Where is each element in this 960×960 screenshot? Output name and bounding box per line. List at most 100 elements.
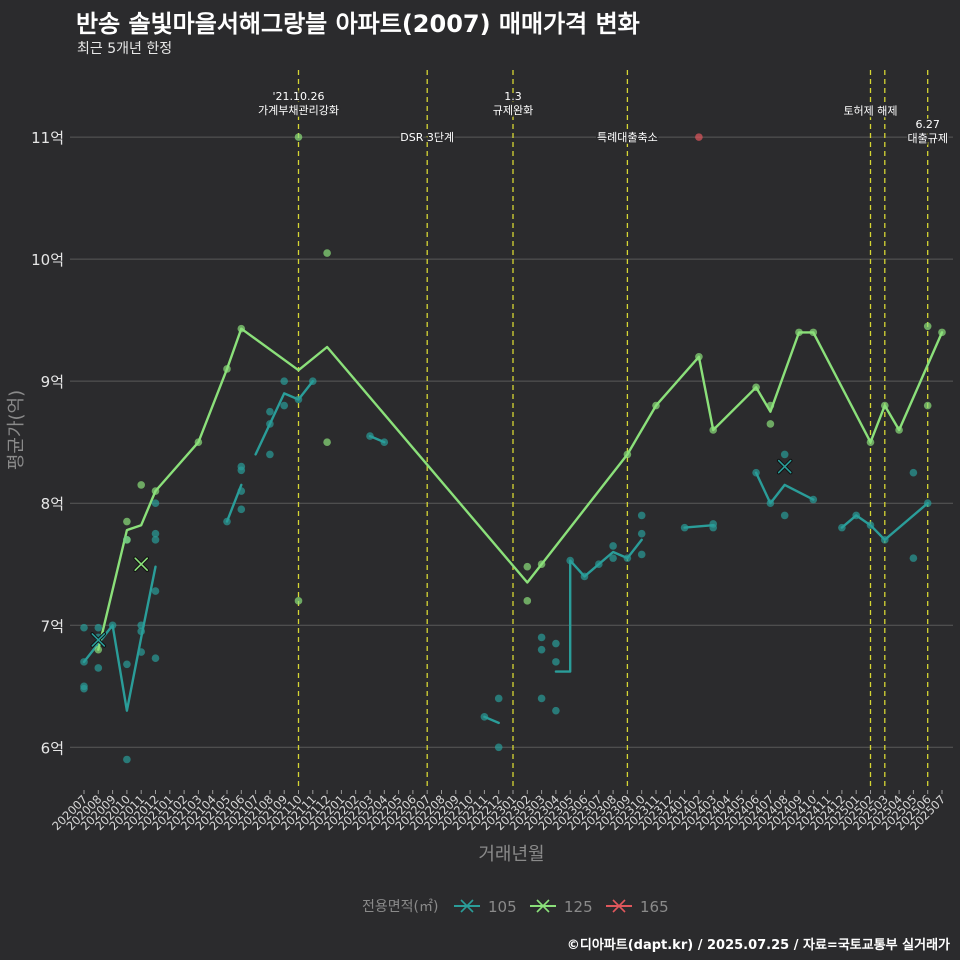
data-point-105 xyxy=(637,550,646,559)
data-point-105 xyxy=(94,623,103,632)
data-point-105 xyxy=(566,556,574,565)
y-axis-title: 평균가(억) xyxy=(6,390,27,470)
chart-subtitle: 최근 5개년 한정 xyxy=(77,41,173,57)
y-tick-label: 6억 xyxy=(41,739,64,757)
data-point-105 xyxy=(866,521,875,529)
policy-label-line: 1.3 xyxy=(504,90,522,103)
mean-marker-105 xyxy=(777,459,792,474)
data-point-125 xyxy=(652,401,660,410)
data-point-125 xyxy=(866,438,875,447)
policy-label-line: 규제완화 xyxy=(493,104,533,117)
data-point-125 xyxy=(223,365,231,373)
data-point-125 xyxy=(151,487,160,495)
data-point-105 xyxy=(909,554,918,562)
data-point-105 xyxy=(280,377,289,385)
data-point-105 xyxy=(266,407,274,416)
data-point-105 xyxy=(609,554,617,562)
data-point-105 xyxy=(637,511,646,520)
legend-swatch-cross xyxy=(536,899,550,913)
data-point-105 xyxy=(94,664,103,672)
data-point-105 xyxy=(480,712,489,721)
data-point-105 xyxy=(294,395,303,404)
policy-label-line: 6.27 xyxy=(915,118,940,131)
series-line-105 xyxy=(254,380,314,456)
data-point-105 xyxy=(494,694,503,703)
data-point-105 xyxy=(552,706,560,715)
data-point-125 xyxy=(766,420,775,428)
data-point-105 xyxy=(680,523,689,532)
data-point-105 xyxy=(237,505,246,514)
data-point-105 xyxy=(137,621,145,630)
data-point-125 xyxy=(123,536,131,544)
data-point-105 xyxy=(266,420,274,428)
data-point-125 xyxy=(938,328,946,337)
data-point-105 xyxy=(123,755,131,764)
y-tick-label: 9억 xyxy=(41,373,64,391)
mean-marker-105 xyxy=(91,633,106,647)
data-point-125 xyxy=(294,133,303,141)
data-point-105 xyxy=(151,499,160,508)
data-point-105 xyxy=(609,542,617,550)
data-point-125 xyxy=(123,517,131,526)
data-point-105 xyxy=(151,536,160,544)
data-point-105 xyxy=(595,560,603,569)
data-point-125 xyxy=(881,401,889,410)
data-point-165 xyxy=(695,133,703,141)
policy-label-line: 특례대출축소 xyxy=(597,131,658,144)
data-point-125 xyxy=(194,438,203,447)
mean-marker-125 xyxy=(134,557,148,572)
legend-label: 105 xyxy=(488,898,517,916)
data-point-125 xyxy=(294,597,303,605)
data-point-105 xyxy=(380,438,389,447)
policy-label-line: 가계부채관리강화 xyxy=(258,104,339,117)
legend-item-105: 105 xyxy=(454,898,517,916)
legend-item-125: 125 xyxy=(530,898,593,916)
data-point-105 xyxy=(494,743,503,752)
data-point-105 xyxy=(709,520,717,528)
data-point-125 xyxy=(137,481,145,489)
policy-label-line: 대출규제 xyxy=(907,132,947,145)
policy-label: '21.10.26 가계부채관리강화 xyxy=(258,90,339,117)
data-point-105 xyxy=(766,499,775,508)
policy-label-line: '21.10.26 xyxy=(272,90,324,103)
x-axis-title: 거래년월 xyxy=(478,844,544,865)
data-point-125 xyxy=(323,249,331,257)
data-point-125 xyxy=(623,450,632,459)
data-point-105 xyxy=(780,450,789,459)
data-point-125 xyxy=(709,426,717,434)
data-point-105 xyxy=(108,621,117,630)
policy-label: 특례대출축소 xyxy=(597,131,658,144)
data-point-105 xyxy=(137,627,145,636)
y-tick-label: 8억 xyxy=(41,495,64,513)
data-point-105 xyxy=(780,511,789,520)
legend-swatch-cross xyxy=(460,899,474,913)
legend-label: 125 xyxy=(564,898,593,916)
data-point-105 xyxy=(151,529,160,538)
chart-title: 반송 솔빛마을서해그랑블 아파트(2007) 매매가격 변화 xyxy=(76,10,640,38)
data-point-105 xyxy=(537,645,546,654)
data-point-105 xyxy=(881,536,889,544)
policy-label: 6.27 대출규제 xyxy=(907,118,947,145)
policy-label: DSR 3단계 xyxy=(400,131,454,144)
series-line-105 xyxy=(754,471,815,505)
legend-title: 전용면적(㎡) xyxy=(362,899,438,915)
legend-item-165: 165 xyxy=(606,898,669,916)
data-point-125 xyxy=(809,328,818,337)
legend-label: 165 xyxy=(640,898,669,916)
data-point-105 xyxy=(366,432,374,440)
data-point-105 xyxy=(552,639,560,648)
data-point-105 xyxy=(909,468,918,477)
data-point-105 xyxy=(580,572,589,581)
policy-label-line: 토허제 해제 xyxy=(843,103,897,117)
data-point-125 xyxy=(895,426,903,434)
data-point-125 xyxy=(523,597,532,605)
data-point-105 xyxy=(223,517,231,526)
data-point-105 xyxy=(80,623,88,632)
policy-label: 토허제 해제 xyxy=(843,103,897,117)
data-point-105 xyxy=(151,587,160,595)
data-point-125 xyxy=(923,401,932,410)
y-tick-label: 7억 xyxy=(41,617,64,635)
data-point-105 xyxy=(123,660,131,669)
data-point-125 xyxy=(237,324,246,333)
